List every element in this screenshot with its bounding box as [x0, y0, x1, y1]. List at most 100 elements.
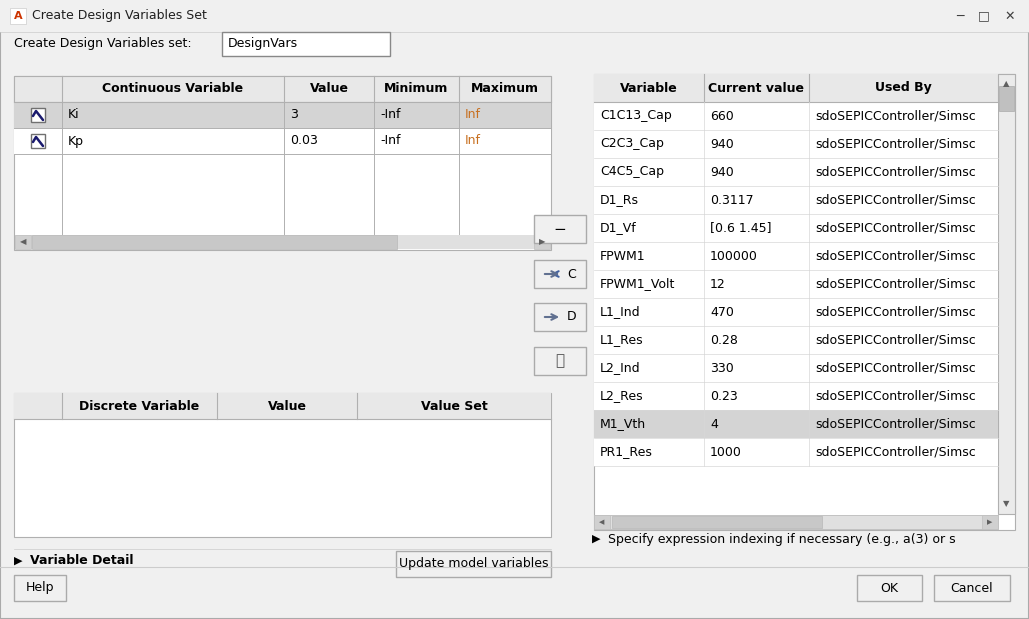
- Text: Minimum: Minimum: [384, 82, 449, 95]
- Text: sdoSEPICController/Simsc: sdoSEPICController/Simsc: [815, 417, 975, 430]
- Text: sdoSEPICController/Simsc: sdoSEPICController/Simsc: [815, 165, 975, 178]
- Text: 660: 660: [710, 110, 734, 123]
- Text: sdoSEPICController/Simsc: sdoSEPICController/Simsc: [815, 137, 975, 150]
- Text: ▶: ▶: [539, 238, 545, 246]
- Text: 12: 12: [710, 277, 725, 290]
- Bar: [594, 74, 998, 102]
- Text: D1_Rs: D1_Rs: [600, 194, 639, 207]
- Text: Inf: Inf: [465, 134, 481, 147]
- Bar: [31, 134, 45, 148]
- Text: D: D: [567, 311, 576, 324]
- Text: C4C5_Cap: C4C5_Cap: [600, 165, 664, 178]
- Bar: [14, 393, 551, 419]
- Text: L1_Res: L1_Res: [600, 334, 643, 347]
- Text: 0.23: 0.23: [710, 389, 738, 402]
- Bar: [594, 382, 998, 410]
- Text: M1_Vth: M1_Vth: [600, 417, 646, 430]
- Bar: [594, 130, 998, 158]
- Text: sdoSEPICController/Simsc: sdoSEPICController/Simsc: [815, 361, 975, 374]
- Bar: [594, 186, 998, 214]
- Bar: [594, 515, 998, 529]
- Text: Current value: Current value: [709, 82, 805, 95]
- Text: sdoSEPICController/Simsc: sdoSEPICController/Simsc: [815, 277, 975, 290]
- Text: L2_Ind: L2_Ind: [600, 361, 641, 374]
- Text: -Inf: -Inf: [380, 108, 400, 121]
- Bar: [594, 326, 998, 354]
- Text: -Inf: -Inf: [380, 134, 400, 147]
- Bar: [857, 575, 922, 601]
- Bar: [594, 354, 998, 382]
- Text: 0.3117: 0.3117: [710, 194, 753, 207]
- Bar: [0, 0, 1029, 32]
- Text: ─: ─: [956, 9, 964, 22]
- Bar: [31, 108, 45, 122]
- Text: Kp: Kp: [68, 134, 84, 147]
- Text: 100000: 100000: [710, 249, 758, 262]
- Text: Create Design Variables set:: Create Design Variables set:: [14, 38, 191, 51]
- Text: L2_Res: L2_Res: [600, 389, 643, 402]
- Bar: [934, 575, 1010, 601]
- Text: [0.6 1.45]: [0.6 1.45]: [710, 222, 772, 235]
- Text: 470: 470: [710, 306, 734, 319]
- Bar: [15, 235, 31, 249]
- Bar: [14, 76, 551, 102]
- Text: sdoSEPICController/Simsc: sdoSEPICController/Simsc: [815, 389, 975, 402]
- Text: 0.28: 0.28: [710, 334, 738, 347]
- Bar: [396, 551, 551, 577]
- Text: Ki: Ki: [68, 108, 79, 121]
- Text: □: □: [979, 9, 990, 22]
- Bar: [594, 102, 998, 130]
- Bar: [534, 260, 586, 288]
- Text: ▶: ▶: [14, 556, 23, 566]
- Text: sdoSEPICController/Simsc: sdoSEPICController/Simsc: [815, 334, 975, 347]
- Text: A: A: [13, 11, 23, 21]
- Bar: [14, 393, 551, 537]
- Text: PR1_Res: PR1_Res: [600, 446, 652, 459]
- Text: DesignVars: DesignVars: [228, 38, 298, 51]
- Text: 4: 4: [710, 417, 718, 430]
- Text: C: C: [567, 267, 576, 280]
- Text: 3: 3: [290, 108, 297, 121]
- Text: 1000: 1000: [710, 446, 742, 459]
- Text: 940: 940: [710, 137, 734, 150]
- Bar: [14, 102, 551, 128]
- Text: ◀: ◀: [599, 519, 605, 525]
- Bar: [594, 242, 998, 270]
- Text: Variable: Variable: [620, 82, 678, 95]
- Bar: [594, 298, 998, 326]
- Text: Create Design Variables Set: Create Design Variables Set: [32, 9, 207, 22]
- Text: Update model variables: Update model variables: [399, 558, 548, 571]
- Text: Value Set: Value Set: [421, 399, 488, 412]
- Bar: [10, 8, 26, 24]
- Text: 🗑: 🗑: [556, 353, 565, 368]
- Bar: [222, 32, 390, 56]
- Text: Help: Help: [26, 581, 55, 594]
- Text: Specify expression indexing if necessary (e.g., a(3) or s: Specify expression indexing if necessary…: [608, 532, 956, 545]
- Text: OK: OK: [880, 581, 898, 594]
- Bar: [32, 235, 397, 249]
- Text: 330: 330: [710, 361, 734, 374]
- Text: sdoSEPICController/Simsc: sdoSEPICController/Simsc: [815, 110, 975, 123]
- Text: Continuous Variable: Continuous Variable: [103, 82, 244, 95]
- Text: Inf: Inf: [465, 108, 481, 121]
- Bar: [999, 86, 1014, 111]
- Bar: [594, 515, 610, 529]
- Text: Variable Detail: Variable Detail: [30, 555, 134, 568]
- Text: Value: Value: [268, 399, 307, 412]
- Text: sdoSEPICController/Simsc: sdoSEPICController/Simsc: [815, 446, 975, 459]
- Bar: [594, 214, 998, 242]
- Bar: [998, 74, 1015, 514]
- Text: C1C13_Cap: C1C13_Cap: [600, 110, 672, 123]
- Text: Discrete Variable: Discrete Variable: [79, 399, 200, 412]
- Text: −: −: [554, 222, 566, 236]
- Bar: [14, 76, 551, 250]
- Bar: [14, 128, 551, 154]
- Text: ▶: ▶: [987, 519, 993, 525]
- Bar: [594, 74, 1015, 530]
- Bar: [594, 158, 998, 186]
- Text: D1_Vf: D1_Vf: [600, 222, 637, 235]
- Bar: [594, 270, 998, 298]
- Text: Value: Value: [310, 82, 349, 95]
- Text: FPWM1_Volt: FPWM1_Volt: [600, 277, 675, 290]
- Text: 940: 940: [710, 165, 734, 178]
